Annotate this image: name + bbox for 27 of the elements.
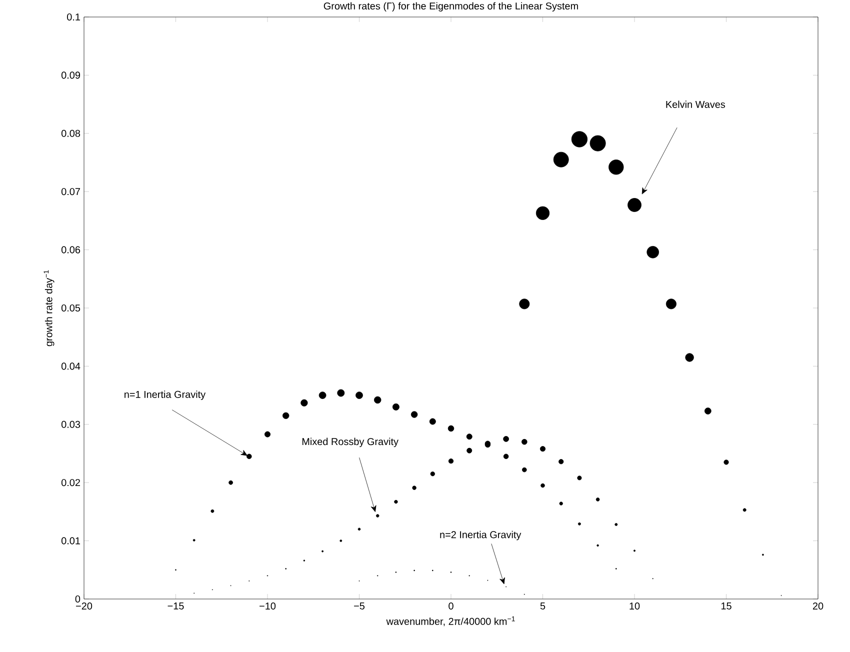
y-tick-label: 0.05 xyxy=(61,304,80,312)
annotation: Kelvin Waves xyxy=(666,100,726,108)
y-tick-label: 0.08 xyxy=(61,130,80,137)
annotation: n=1 Inertia Gravity xyxy=(124,390,206,400)
chart-title: Growth rates (Γ) for the Eigenmodes of the Linear System xyxy=(324,2,578,12)
x-tick-label: −5 xyxy=(354,602,365,610)
y-tick-label: 0.07 xyxy=(61,188,80,196)
y-tick-label: 0.02 xyxy=(61,479,80,486)
x-tick-label: −20 xyxy=(76,602,92,610)
y-tick-label: 0.09 xyxy=(61,72,80,79)
x-tick-label: 15 xyxy=(721,602,732,610)
x-tick-label: 5 xyxy=(540,602,546,610)
x-tick-label: 20 xyxy=(812,602,824,610)
y-tick-label: 0 xyxy=(75,595,80,603)
x-tick-label: 0 xyxy=(448,602,454,610)
y-axis-title: growth rate day$^{−1}$ xyxy=(44,270,54,346)
x-tick-label: −15 xyxy=(168,602,184,610)
annotation: Mixed Rossby Gravity xyxy=(302,438,398,448)
y-tick-label: 0.1 xyxy=(67,13,80,21)
y-tick-label: 0.04 xyxy=(61,362,80,370)
y-tick-label: 0.03 xyxy=(61,420,80,428)
x-tick-label: 10 xyxy=(630,602,640,610)
x-axis-title: wavenumber, 2π/40000 km$^{−1}$ xyxy=(386,616,515,626)
annotation: n=2 Inertia Gravity xyxy=(440,530,522,540)
y-tick-label: 0.01 xyxy=(61,537,80,544)
y-tick-label: 0.06 xyxy=(61,246,80,254)
x-tick-label: −10 xyxy=(260,602,276,610)
